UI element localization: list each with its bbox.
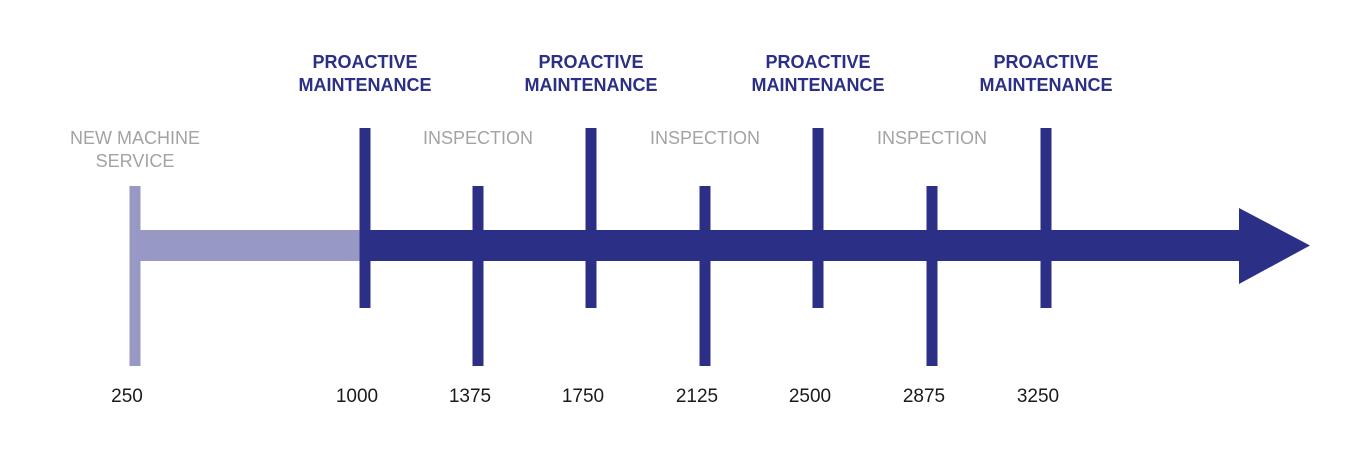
hours-label-1750: 1750 [562,386,604,407]
hours-label-250: 250 [111,386,143,407]
event-tick-1000 [359,128,371,308]
event-label-3250-line-1: PROACTIVE [993,52,1098,72]
hours-label-2875: 2875 [903,386,945,407]
hours-label-1375: 1375 [449,386,491,407]
event-label-1750-line-2: MAINTENANCE [525,75,658,95]
event-tick-2125 [699,186,711,366]
event-label-1000-line-2: MAINTENANCE [299,75,432,95]
event-label-2875-line-1: INSPECTION [877,128,987,148]
timeline-arrow-head [1239,208,1310,284]
timeline-bar-main [362,230,1242,261]
event-label-3250-line-2: MAINTENANCE [980,75,1113,95]
event-label-250-line-2: SERVICE [96,151,175,171]
event-tick-1375 [472,186,484,366]
timeline-events: NEW MACHINE SERVICE 250 PROACTIVE MAINTENANC… [70,52,1113,407]
hours-label-2125: 2125 [676,386,718,407]
event-label-1750-line-1: PROACTIVE [538,52,643,72]
hours-label-2500: 2500 [789,386,831,407]
timeline-bar-early [135,230,365,261]
event-label-1375-line-1: INSPECTION [423,128,533,148]
event-tick-250 [129,186,141,366]
event-tick-2875 [926,186,938,366]
event-tick-3250 [1040,128,1052,308]
hours-label-1000: 1000 [336,386,378,407]
event-tick-2500 [812,128,824,308]
event-label-2125-line-1: INSPECTION [650,128,760,148]
event-label-2500-line-1: PROACTIVE [765,52,870,72]
event-label-250-line-1: NEW MACHINE [70,128,200,148]
event-tick-1750 [585,128,597,308]
event-label-2500-line-2: MAINTENANCE [752,75,885,95]
hours-label-3250: 3250 [1017,386,1059,407]
event-label-1000-line-1: PROACTIVE [312,52,417,72]
